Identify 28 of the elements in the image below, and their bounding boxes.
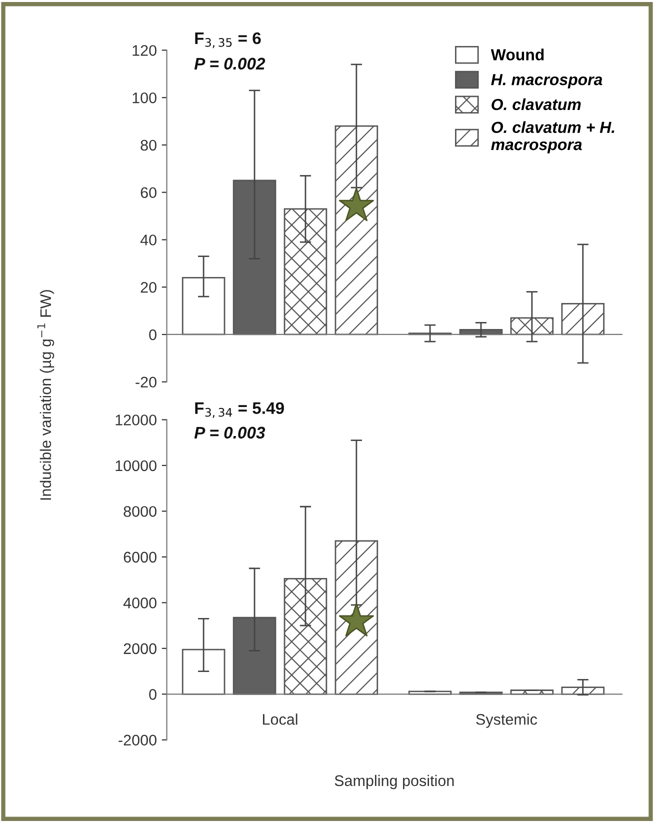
y-tick-label: 0 (149, 329, 156, 340)
y-tick-label: 100 (132, 92, 156, 104)
y-tick-label: 10000 (116, 460, 156, 472)
x-tick-label: Local (262, 714, 298, 725)
y-tick-label: 6000 (124, 552, 156, 563)
y-tick-label: 20 (140, 282, 156, 293)
x-tick-label: Systemic (476, 714, 538, 728)
text: F$_{3,34}$ = 5.49 (195, 402, 284, 418)
y-axis-title: Inducible variation (µg g$^{−1}$ FW) (37, 290, 54, 500)
y-tick-label: 8000 (124, 506, 156, 517)
x-axis-title: Sampling position (334, 774, 454, 790)
legend-label: O. clavatum (492, 98, 581, 110)
annotation: P = 0.002 (194, 58, 266, 70)
y-tick-label: 2000 (124, 643, 156, 654)
y-tick-label: 60 (140, 187, 156, 198)
annotation: P = 0.003 (194, 426, 266, 439)
y-tick-label: 4000 (123, 598, 156, 608)
y-tick-label: 120 (132, 45, 156, 56)
y-tick-label: -20 (136, 376, 156, 388)
y-tick-label: 80 (140, 140, 156, 151)
text: F$_{3,35}$ = 6 (195, 32, 261, 48)
y-tick-label: 12000 (116, 414, 156, 426)
legend-label: O. clavatum + H. macrospora (491, 121, 614, 154)
y-tick-label: 0 (149, 689, 156, 700)
legend-label: H. macrospora (491, 74, 602, 88)
y-tick-label: 40 (140, 234, 156, 246)
y-tick-label: -2000 (118, 734, 156, 746)
legend-label: Wound (490, 48, 544, 60)
